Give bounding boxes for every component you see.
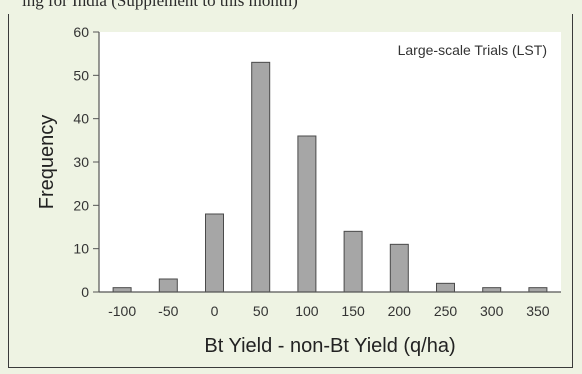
bars	[112, 61, 548, 293]
y-tick-label: 40	[73, 111, 89, 127]
bar-250	[436, 282, 455, 293]
x-tick-label: 200	[388, 303, 412, 319]
x-tick-label: 100	[295, 303, 319, 319]
x-tick-label: 150	[341, 303, 365, 319]
bar--100	[112, 287, 132, 293]
y-axis-title: Frequency	[36, 115, 58, 210]
y-tick-label: 60	[73, 24, 89, 40]
bar-0	[205, 213, 224, 293]
x-tick-label: -100	[108, 303, 136, 319]
plot-area	[99, 32, 561, 292]
x-tick-label: 350	[526, 303, 550, 319]
y-tick-label: 30	[73, 154, 89, 170]
bar-350	[528, 287, 548, 293]
top-caption: ing for India (Supplement to this month)	[22, 0, 298, 10]
x-axis-ticks: -100 -50 0 50 100 150 200 250 300 350	[108, 303, 550, 319]
chart-frame: 0 10 20 30 40 50 60 -100 -50 0 50 100 150 200 250 300 3…	[8, 14, 573, 368]
x-tick-label: -50	[158, 303, 178, 319]
top-caption-strip: ing for India (Supplement to this month)	[0, 0, 582, 18]
y-tick-label: 50	[73, 67, 89, 83]
bar-50	[251, 61, 271, 293]
x-tick-label: 300	[480, 303, 504, 319]
y-tick-label: 0	[81, 284, 89, 300]
bar-300	[482, 287, 502, 293]
y-tick-label: 10	[73, 241, 89, 257]
bar-150	[343, 230, 363, 293]
chart-annotation: Large-scale Trials (LST)	[398, 42, 547, 58]
x-axis-title: Bt Yield - non-Bt Yield (q/ha)	[204, 335, 455, 357]
bar-100	[297, 135, 317, 293]
bar-200	[389, 243, 409, 293]
bar-chart: 0 10 20 30 40 50 60 -100 -50 0 50 100 150 200 250 300 3…	[36, 24, 561, 357]
x-tick-label: 0	[211, 303, 219, 319]
y-tick-label: 20	[73, 197, 89, 213]
x-tick-label: 250	[434, 303, 458, 319]
bar--50	[158, 278, 178, 293]
y-axis-ticks: 0 10 20 30 40 50 60	[73, 24, 99, 300]
x-tick-label: 50	[253, 303, 269, 319]
